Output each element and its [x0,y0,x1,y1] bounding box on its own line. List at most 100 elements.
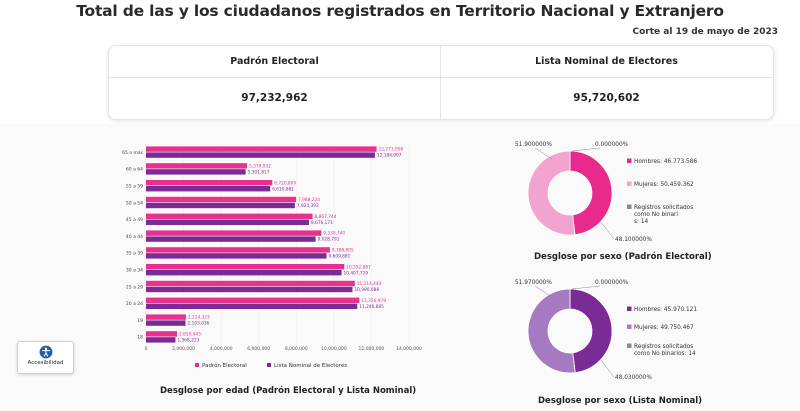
pie-lista-title: Desglose por sexo (Lista Nominal) [538,396,703,406]
legend-swatch [627,306,632,311]
category-label: 55 a 59 [126,184,143,190]
data-label: 7,924,393 [297,203,319,209]
legend-swatch [627,343,632,348]
bar [146,297,360,303]
category-label: 30 a 34 [126,268,143,274]
x-tick-label: 2,000,000 [172,346,195,352]
percent-label: 0.000000% [595,280,629,286]
percent-label: 0.000000% [595,142,629,148]
bar [146,264,345,270]
age-bar-chart: 0 2,000,000 4,000,000 6,000,000 8,000,000 10,… [122,144,422,369]
category-label: 19 [137,318,143,324]
legend-label: Registros solicitados [634,205,693,211]
data-label: 9,330,740 [323,231,345,237]
x-tick-label: 6,000,000 [247,346,270,352]
legend-swatch [195,363,199,367]
legend-label: Hombres: 46.773.586 [634,159,697,165]
legend-label: Hombres: 45.970.121 [634,307,697,313]
leader-line [534,285,553,298]
data-label: 5,301,817 [248,170,270,176]
category-label: 18 [137,335,143,341]
padron-value: 97,232,962 [241,92,308,104]
leader-line [599,358,615,378]
bar [146,146,377,152]
category-label: 25 a 29 [126,284,143,290]
percent-label: 48.030000% [615,375,652,381]
x-tick-label: 14,000,000 [396,346,422,352]
data-label: 5,379,932 [249,164,271,170]
x-tick-label: 8,000,000 [285,346,308,352]
bar [146,320,186,326]
bar [146,253,327,259]
pie-slice [527,150,576,236]
category-label: 40 a 44 [126,234,143,240]
bar [146,270,342,276]
bar [146,219,309,225]
legend-label: Padrón Electoral [202,362,247,369]
data-label: 6,720,809 [274,180,296,186]
bar [146,280,355,287]
category-label: 65 o más [122,149,143,156]
page-title: Total de las y los ciudadanos registrado… [76,2,724,20]
data-label: 7,988,224 [298,197,320,203]
legend-swatch [627,181,632,186]
percent-label: 51.900000% [515,142,552,148]
padron-label: Padrón Electoral [109,46,440,78]
lista-summary: Lista Nominal de Electores 95,720,602 [441,46,772,119]
x-tick-label: 10,000,000 [321,346,347,352]
legend-swatch [627,204,632,209]
legend-label: como No binarios: 14 [634,351,696,357]
leader-line [571,147,601,152]
charts-panel [0,124,800,411]
category-label: 50 a 54 [126,200,143,206]
data-label: 2,124,323 [188,315,210,321]
bar [146,186,271,192]
bar [146,337,176,343]
pie-padron-title: Desglose por sexo (Padrón Electoral) [534,252,712,262]
bar [146,202,295,209]
data-label: 9,028,791 [318,237,340,243]
bar [146,196,297,203]
padron-summary: Padrón Electoral 97,232,962 [109,46,441,119]
legend-label: Registros solicitados [634,344,693,350]
legend-label: s: 14 [634,219,649,225]
data-label: 8,676,171 [311,220,333,226]
data-label: 12,184,907 [377,153,402,159]
legend-swatch [267,363,271,367]
bar [146,314,186,320]
pie-chart-padron: 48.100000% 51.900000% 0.000000% Hombres: 46… [515,142,697,243]
legend-swatch [627,324,632,329]
pie-slice [569,150,613,236]
bar [146,180,273,186]
accessibility-label: Accesibilidad [27,360,64,366]
bar [146,152,375,158]
age-chart-title: Desglose por edad (Padrón Electoral y Li… [160,386,417,396]
data-label: 11,356,979 [361,298,386,304]
x-tick-label: 0 [145,346,148,352]
data-label: 11,246,885 [359,304,384,310]
bar [146,163,248,169]
legend-swatch [627,158,632,163]
category-label: 60 a 64 [126,167,143,173]
pie-chart-lista: 48.030000% 51.970000% 0.000000% Hombres: 45… [515,280,697,381]
category-label: 45 a 49 [126,217,143,223]
bar [146,213,313,219]
data-label: 12,273,958 [379,147,404,153]
leader-line [534,147,553,160]
percent-label: 48.100000% [615,237,652,243]
bar [146,236,316,242]
category-label: 35 a 39 [126,251,143,257]
legend-label: Lista Nominal de Electores [274,363,347,369]
leader-line [571,285,601,290]
x-tick-label: 4,000,000 [210,346,233,352]
data-label: 10,990,088 [354,287,379,293]
bar [146,169,246,175]
summary-card: Padrón Electoral 97,232,962 Lista Nomina… [108,45,774,120]
data-label: 10,552,887 [346,264,371,270]
accessibility-icon [39,345,52,359]
data-label: 9,609,881 [329,254,351,260]
data-label: 10,407,729 [344,270,369,276]
accessibility-button[interactable]: Accesibilidad [17,341,74,374]
data-label: 8,867,744 [315,214,337,220]
data-label: 6,610,881 [272,186,294,192]
